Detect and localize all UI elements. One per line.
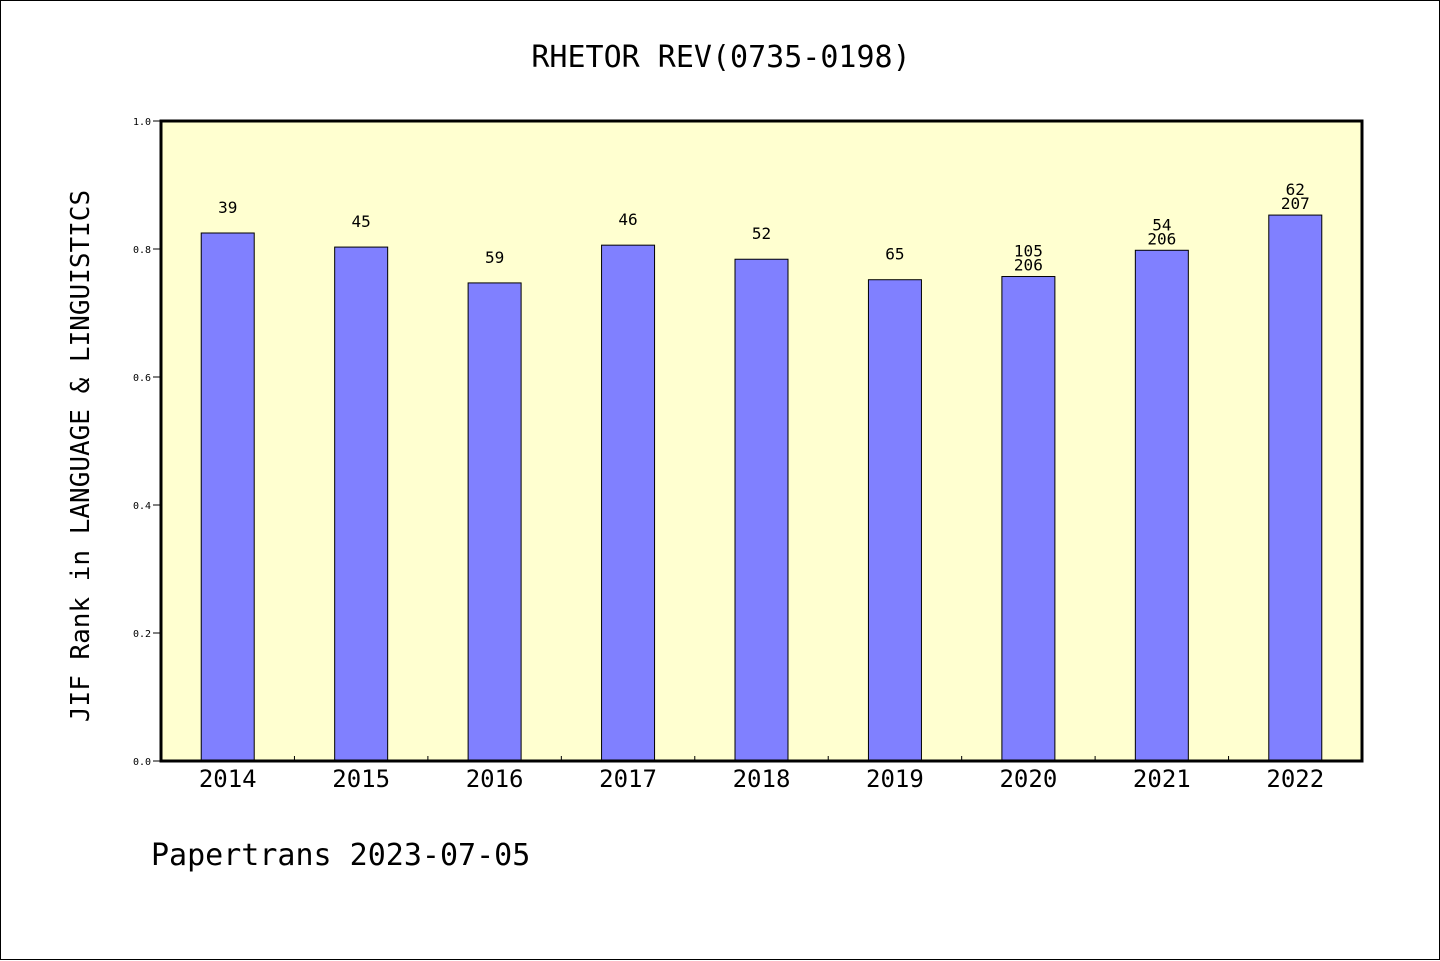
y-axis: 0.0 0.2 0.4 0.6 0.8 1.0 [133, 117, 161, 768]
bar-2020 [1001, 276, 1056, 762]
data-label-2015-0: 45 [352, 212, 371, 231]
data-label-2014-0: 39 [218, 198, 237, 217]
y-axis-label: JIF Rank in LANGUAGE & LINGUISTICS [66, 190, 96, 722]
bar-2015 [334, 246, 389, 762]
y-tick-label-1: 0.2 [133, 629, 151, 640]
bar-2019 [867, 279, 922, 762]
x-tick-label-2016: 2016 [466, 765, 524, 793]
data-label-2016-0: 59 [485, 248, 504, 267]
x-tick-label-2018: 2018 [733, 765, 791, 793]
data-label-2017-0: 46 [618, 210, 637, 229]
x-tick-label-2019: 2019 [866, 765, 924, 793]
data-label-2022-0: 62 [1286, 180, 1305, 199]
data-label-2020-0: 105 [1014, 242, 1043, 261]
plot-border [159, 119, 1364, 763]
bar-2022 [1268, 214, 1323, 762]
x-axis: 2014 2015 2016 2017 2018 2019 2020 2021 2022 [199, 756, 1324, 793]
data-label-2021-1: 206 [1147, 229, 1176, 248]
y-tick-label-5: 1.0 [133, 117, 151, 128]
bar-2018 [734, 258, 789, 762]
footer-text: Papertrans 2023-07-05 [151, 838, 530, 873]
data-label-2018-0: 52 [752, 224, 771, 243]
x-tick-label-2020: 2020 [999, 765, 1057, 793]
bars-layer [200, 214, 1323, 762]
x-tick-label-2021: 2021 [1133, 765, 1191, 793]
bar-2021 [1134, 249, 1189, 762]
x-tick-label-2017: 2017 [599, 765, 657, 793]
y-tick-label-3: 0.6 [133, 373, 151, 384]
x-tick-label-2015: 2015 [332, 765, 390, 793]
x-tick-label-2022: 2022 [1266, 765, 1324, 793]
y-tick-label-2: 0.4 [133, 501, 151, 512]
data-label-2021-0: 54 [1152, 215, 1171, 234]
data-label-2020-1: 206 [1014, 256, 1043, 275]
y-tick-label-4: 0.8 [133, 245, 151, 256]
x-tick-label-2014: 2014 [199, 765, 257, 793]
bar-2016 [467, 282, 522, 762]
bar-2014 [200, 232, 255, 762]
bar-2017 [601, 244, 656, 762]
y-tick-label-0: 0.0 [133, 757, 151, 768]
data-label-2022-1: 207 [1281, 194, 1310, 213]
chart-title: RHETOR REV(0735-0198) [531, 40, 910, 75]
data-label-2019-0: 65 [885, 245, 904, 264]
